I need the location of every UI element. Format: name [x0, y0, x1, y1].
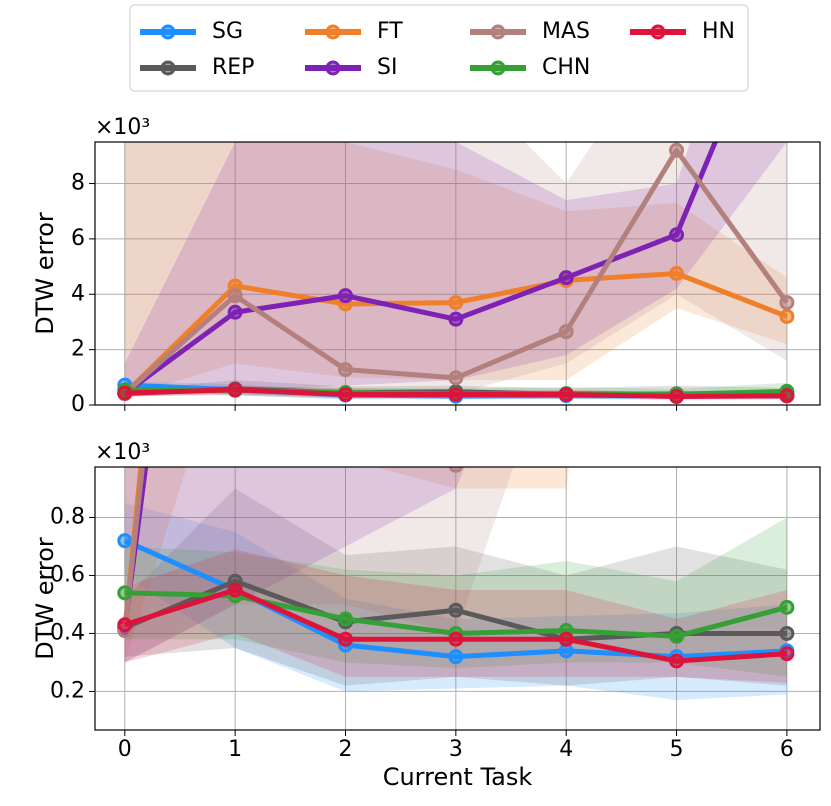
marker [337, 631, 353, 647]
plot-clip [95, 467, 820, 730]
marker [669, 227, 685, 243]
x-axis-label: Current Task [383, 763, 533, 791]
marker [779, 599, 795, 615]
y-axis-label: DTW error [31, 537, 59, 660]
y-tick-label: 0.8 [50, 504, 85, 529]
marker [779, 388, 795, 404]
error-band [124, 467, 570, 663]
y-tick-label: 0.2 [50, 678, 85, 703]
error-band [124, 467, 465, 663]
marker [337, 288, 353, 304]
x-tick-label: 1 [228, 737, 242, 762]
legend-label: HN [702, 19, 735, 44]
marker [448, 649, 464, 665]
marker [558, 386, 574, 402]
y-tick-label: 8 [71, 171, 85, 196]
marker [227, 304, 243, 320]
axes-frame [94, 466, 821, 731]
marker [448, 311, 464, 327]
marker [779, 308, 795, 324]
x-tick-label: 3 [449, 737, 463, 762]
marker [669, 628, 685, 644]
legend-marker [490, 60, 506, 76]
legend-label: MAS [542, 19, 590, 44]
legend-label: CHN [542, 55, 590, 80]
marker [117, 585, 133, 601]
marker [448, 467, 464, 473]
y-tick-label: 0 [71, 392, 85, 417]
marker [779, 646, 795, 662]
marker [558, 270, 574, 286]
y-tick-label: 0.4 [50, 620, 85, 645]
marker [448, 602, 464, 618]
marker [779, 295, 795, 311]
x-tick-label: 2 [338, 737, 352, 762]
marker [669, 142, 685, 158]
x-tick-label: 6 [780, 737, 794, 762]
legend-label: FT [377, 19, 403, 44]
plot-clip [95, 142, 820, 405]
legend-marker [325, 60, 341, 76]
marker [337, 611, 353, 627]
marker [227, 382, 243, 398]
marker [227, 288, 243, 304]
y-tick-label: 4 [71, 281, 85, 306]
marker [337, 386, 353, 402]
marker [117, 385, 133, 401]
y-offset-label: ×10³ [95, 440, 150, 465]
legend-marker [160, 24, 176, 40]
x-tick-label: 5 [670, 737, 684, 762]
marker [337, 362, 353, 378]
y-tick-label: 6 [71, 226, 85, 251]
y-tick-label: 0.6 [50, 562, 85, 587]
marker [558, 324, 574, 340]
marker [779, 625, 795, 641]
legend-marker [325, 24, 341, 40]
legend-marker [160, 60, 176, 76]
legend-label: REP [212, 55, 254, 80]
marker [117, 617, 133, 633]
legend-marker [490, 24, 506, 40]
legend-marker [650, 24, 666, 40]
marker [558, 631, 574, 647]
y-axis-label: DTW error [31, 212, 59, 335]
legend-box [129, 4, 749, 92]
marker [227, 582, 243, 598]
x-tick-label: 0 [118, 737, 132, 762]
legend-label: SG [212, 19, 243, 44]
marker [669, 653, 685, 669]
marker [448, 631, 464, 647]
x-tick-label: 4 [559, 737, 573, 762]
marker [669, 266, 685, 281]
y-offset-label: ×10³ [95, 115, 150, 140]
marker [448, 295, 464, 311]
y-tick-label: 2 [71, 337, 85, 362]
marker [448, 386, 464, 402]
axes-frame [94, 141, 821, 406]
marker [669, 389, 685, 405]
marker [117, 533, 133, 549]
marker [448, 370, 464, 386]
legend-label: SI [377, 55, 397, 80]
